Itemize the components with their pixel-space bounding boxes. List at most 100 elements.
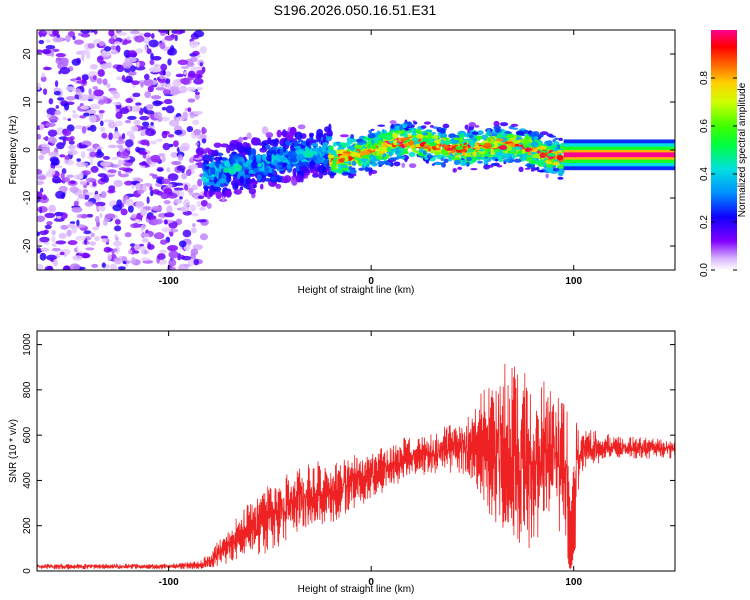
noise-blob	[52, 30, 59, 36]
noise-blob	[161, 130, 168, 139]
y-tick-label: 0	[22, 147, 33, 153]
band-blob	[513, 146, 523, 151]
band-blob	[472, 151, 477, 158]
noise-blob	[72, 110, 77, 114]
noise-blob	[107, 253, 112, 261]
noise-blob	[111, 132, 119, 140]
noise-blob	[72, 35, 76, 40]
noise-blob	[132, 92, 141, 98]
noise-blob	[201, 127, 207, 134]
noise-blob	[42, 88, 48, 95]
noise-blob	[51, 235, 56, 243]
noise-blob	[171, 160, 182, 166]
noise-blob	[164, 71, 172, 78]
noise-blob	[145, 128, 157, 137]
noise-blob	[41, 48, 52, 55]
noise-blob	[104, 46, 112, 52]
band-blob	[513, 158, 522, 163]
noise-blob	[193, 78, 204, 85]
noise-blob	[59, 66, 71, 75]
band-blob	[416, 133, 424, 139]
band-blob	[382, 153, 387, 157]
noise-blob	[183, 71, 187, 75]
noise-blob	[147, 85, 154, 93]
noise-blob	[114, 225, 122, 232]
noise-blob	[104, 213, 116, 220]
noise-blob	[144, 91, 152, 99]
band-blob	[548, 135, 556, 138]
noise-blob	[65, 34, 71, 43]
band-blob	[383, 129, 387, 134]
noise-blob	[53, 259, 58, 267]
noise-blob	[149, 59, 155, 66]
band-blob	[367, 144, 371, 149]
y-tick-label: 400	[22, 472, 33, 489]
noise-blob	[100, 177, 107, 182]
noise-blob	[38, 30, 48, 37]
noise-blob	[129, 30, 140, 35]
noise-blob	[191, 213, 199, 217]
band-blob	[339, 134, 349, 138]
noise-blob	[190, 66, 198, 71]
band-blob	[411, 137, 420, 142]
noise-blob	[91, 226, 100, 231]
noise-blob	[188, 70, 196, 78]
band-blob	[460, 155, 465, 159]
noise-blob	[94, 216, 100, 223]
onset-blob	[310, 160, 315, 168]
noise-blob	[39, 187, 44, 193]
noise-blob	[155, 87, 167, 91]
noise-blob	[159, 75, 165, 80]
noise-blob	[100, 191, 107, 199]
band-blob	[487, 132, 491, 136]
noise-blob	[79, 115, 87, 119]
noise-blob	[62, 138, 67, 146]
onset-blob	[213, 156, 223, 162]
band-blob	[470, 168, 478, 171]
band-blob	[464, 124, 469, 130]
noise-blob	[86, 148, 97, 152]
onset-blob	[276, 129, 282, 138]
band-blob	[558, 170, 564, 177]
noise-blob	[48, 151, 59, 157]
noise-blob	[48, 98, 54, 105]
noise-blob	[94, 235, 100, 242]
band-blob	[376, 156, 384, 160]
band-blob	[537, 133, 544, 138]
noise-blob	[152, 218, 163, 225]
band-blob	[403, 132, 408, 139]
band-blob	[525, 135, 529, 141]
noise-blob	[85, 192, 94, 196]
noise-blob	[177, 59, 189, 66]
x-tick-label: 0	[368, 276, 374, 287]
onset-blob	[252, 180, 258, 186]
onset-blob	[242, 136, 248, 141]
noise-blob	[101, 262, 106, 268]
band-blob	[361, 154, 370, 159]
onset-blob	[206, 176, 215, 180]
noise-blob	[166, 205, 173, 214]
noise-blob	[135, 102, 142, 106]
band-blob	[349, 145, 355, 151]
band-blob	[472, 131, 479, 135]
noise-blob	[69, 180, 76, 185]
band-blob	[431, 163, 435, 166]
noise-blob	[161, 227, 172, 233]
onset-blob	[305, 138, 311, 147]
noise-blob	[114, 218, 121, 225]
band-blob	[498, 157, 504, 163]
noise-blob	[74, 124, 84, 130]
noise-blob	[116, 144, 124, 149]
noise-blob	[88, 88, 92, 96]
noise-blob	[135, 200, 145, 209]
band-blob	[364, 167, 369, 172]
band-blob	[348, 166, 353, 171]
noise-blob	[170, 151, 179, 158]
band-blob	[428, 142, 437, 147]
noise-blob	[102, 78, 108, 85]
noise-blob	[63, 137, 74, 142]
noise-blob	[37, 231, 41, 237]
noise-blob	[193, 128, 201, 136]
noise-blob	[108, 132, 113, 141]
noise-blob	[137, 189, 145, 195]
